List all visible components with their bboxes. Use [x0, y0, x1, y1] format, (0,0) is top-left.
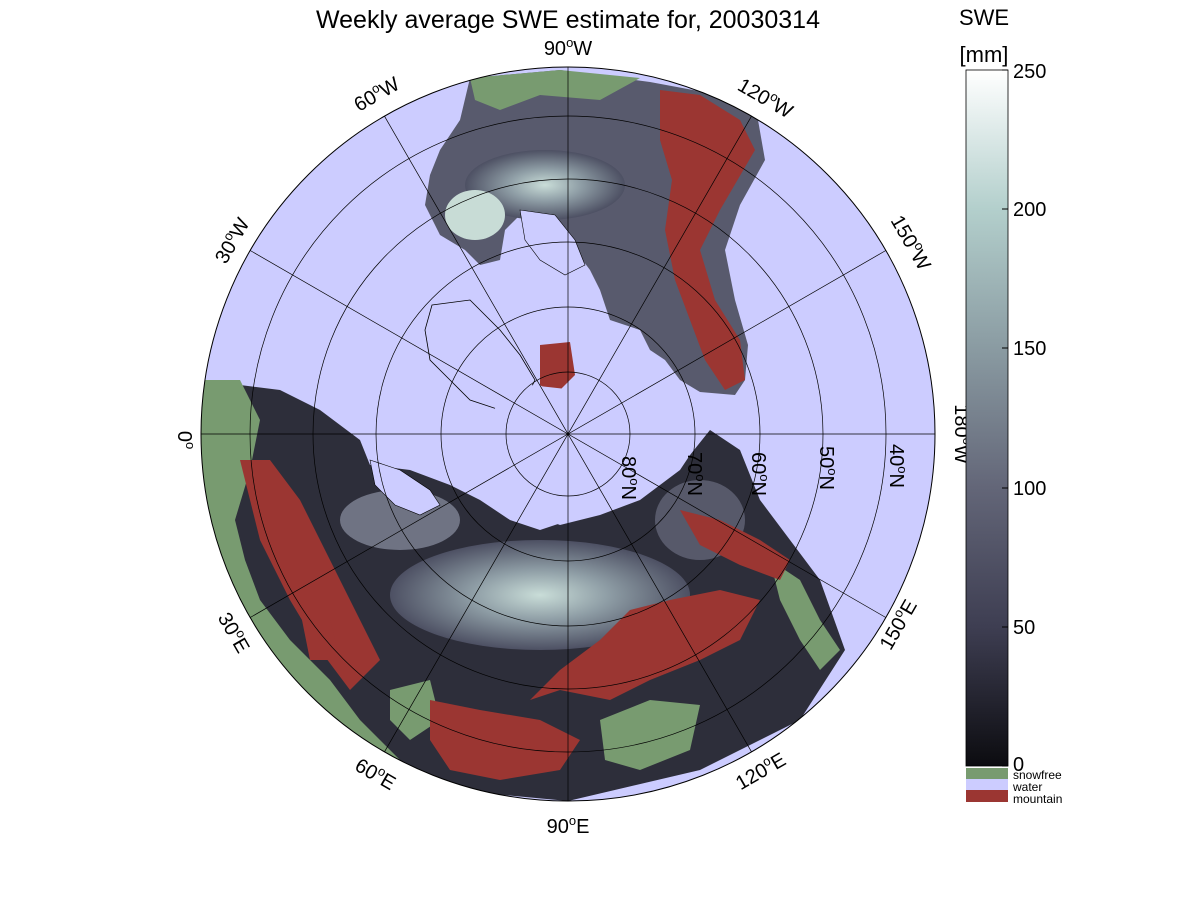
map-title: Weekly average SWE estimate for, 2003031… [316, 6, 820, 34]
tick-0: 0 [1013, 754, 1024, 776]
label-50n: 50oN [815, 446, 840, 490]
baltic-sea [369, 459, 441, 516]
legend-snowfree-swatch [966, 768, 1008, 779]
tick-50: 50 [1013, 617, 1035, 639]
colorbar-units: [mm] [960, 42, 1009, 67]
legend-mountain-swatch [966, 790, 1008, 802]
meridian-150w-30e [250, 250, 886, 618]
siberia-snowpack [390, 540, 690, 650]
legend-mountain-label: mountain [1013, 792, 1062, 806]
category-legend: snowfree water mountain [966, 768, 1062, 806]
colorbar-gradient [965, 69, 1009, 767]
graticule [201, 67, 935, 801]
labrador-snowpack [445, 190, 505, 240]
label-0: 0o [173, 431, 198, 449]
tick-250: 250 [1013, 61, 1046, 83]
label-80n: 80oN [617, 456, 642, 500]
colorbar-ticks [1002, 69, 1008, 767]
legend-snowfree-label: snowfree [1013, 768, 1062, 782]
parallel-labels: 80oN 70oN 60oN 50oN 40oN [617, 444, 910, 500]
map-frame [200, 66, 936, 802]
tick-200: 200 [1013, 199, 1046, 221]
label-60e: 60oE [351, 752, 401, 795]
colorbar: SWE [mm] 0 50 100 150 200 250 snowfree w… [959, 5, 1062, 806]
label-60w: 60oW [349, 71, 403, 117]
legend-water-label: water [1012, 780, 1042, 794]
label-90w: 90oW [544, 35, 592, 60]
mountain-regions [240, 90, 790, 780]
tick-150: 150 [1013, 338, 1046, 360]
label-60n: 60oN [747, 452, 772, 496]
label-90e: 90oE [547, 813, 590, 838]
label-70n: 70oN [683, 452, 708, 496]
colorbar-title: SWE [959, 5, 1009, 30]
arctic-ocean [480, 385, 700, 525]
canada-snowpack [465, 150, 625, 220]
legend-water-swatch [966, 779, 1008, 790]
tick-100: 100 [1013, 478, 1046, 500]
colorbar-tick-labels: 0 50 100 150 200 250 [1013, 61, 1046, 776]
label-40n: 40oN [885, 444, 910, 488]
polar-map [200, 66, 936, 802]
